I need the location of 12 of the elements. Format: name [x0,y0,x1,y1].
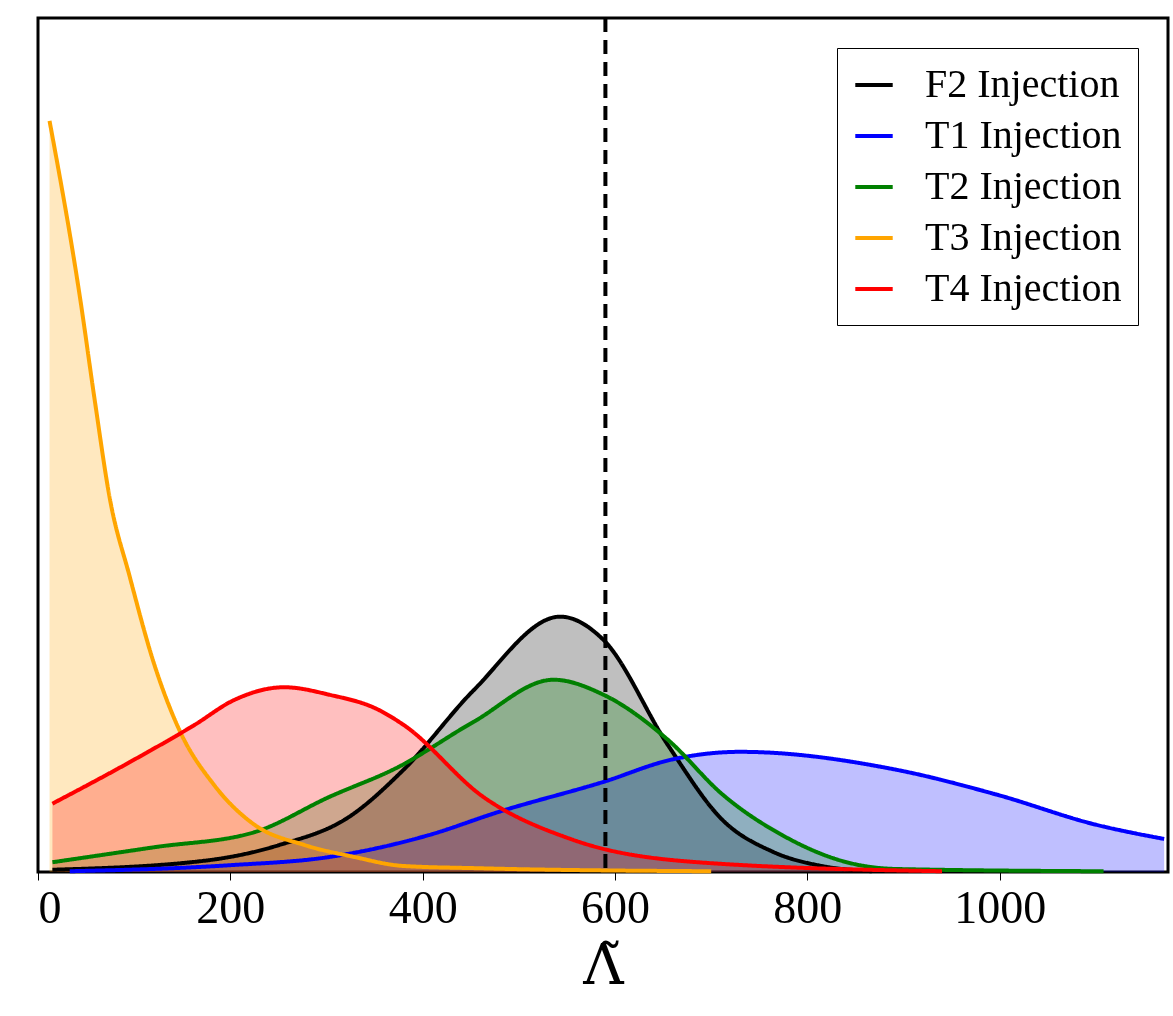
x-tick-label: 0 [38,881,62,933]
legend-label: T4 Injection [925,265,1122,310]
x-tick-label: 200 [196,881,266,933]
legend-label: F2 Injection [925,61,1120,106]
legend-label: T2 Injection [925,163,1122,208]
x-tick-label: 1000 [954,881,1047,933]
legend-label: T3 Injection [925,214,1122,259]
x-tick-label: 400 [388,881,458,933]
x-tick-label: 600 [581,881,651,933]
x-axis-title: Λ̃ [582,931,625,997]
legend-label: T1 Injection [925,112,1122,157]
x-tick-label: 800 [773,881,843,933]
